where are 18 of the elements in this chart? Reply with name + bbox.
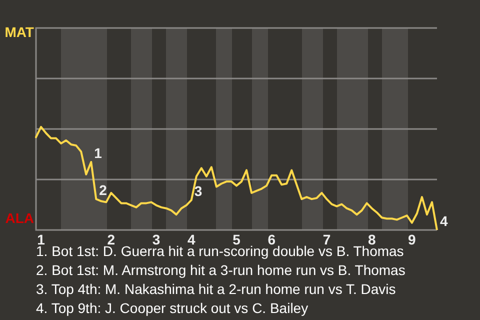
x-tick-label: 7 [322,231,331,248]
x-tick-label: 6 [268,231,276,248]
text: MAT [4,24,34,40]
x-tick-label: 3 [152,231,160,248]
text: 2. Bot 1st: M. Armstrong hit a 3-run home run vs B. Thomas [36,261,406,280]
text: 4 [440,212,448,229]
x-tick-label: 8 [368,231,376,248]
annotation: 1 [94,144,102,161]
annotation: 2 [99,182,108,198]
x-tick-label: 5 [232,231,241,248]
text: 3. Top 4th: M. Nakashima hit a 2-run home run vs T. Davis [36,280,397,299]
x-tick-label: 1 [37,231,46,248]
x-tick-label: 4 [187,231,196,248]
x-tick-label: 2 [107,231,116,248]
text: ALA [5,210,34,226]
annotation: 3 [194,182,202,199]
x-tick-label: 9 [408,231,416,248]
text: 4. Top 9th: J. Cooper struck out vs C. Bailey [36,299,310,318]
